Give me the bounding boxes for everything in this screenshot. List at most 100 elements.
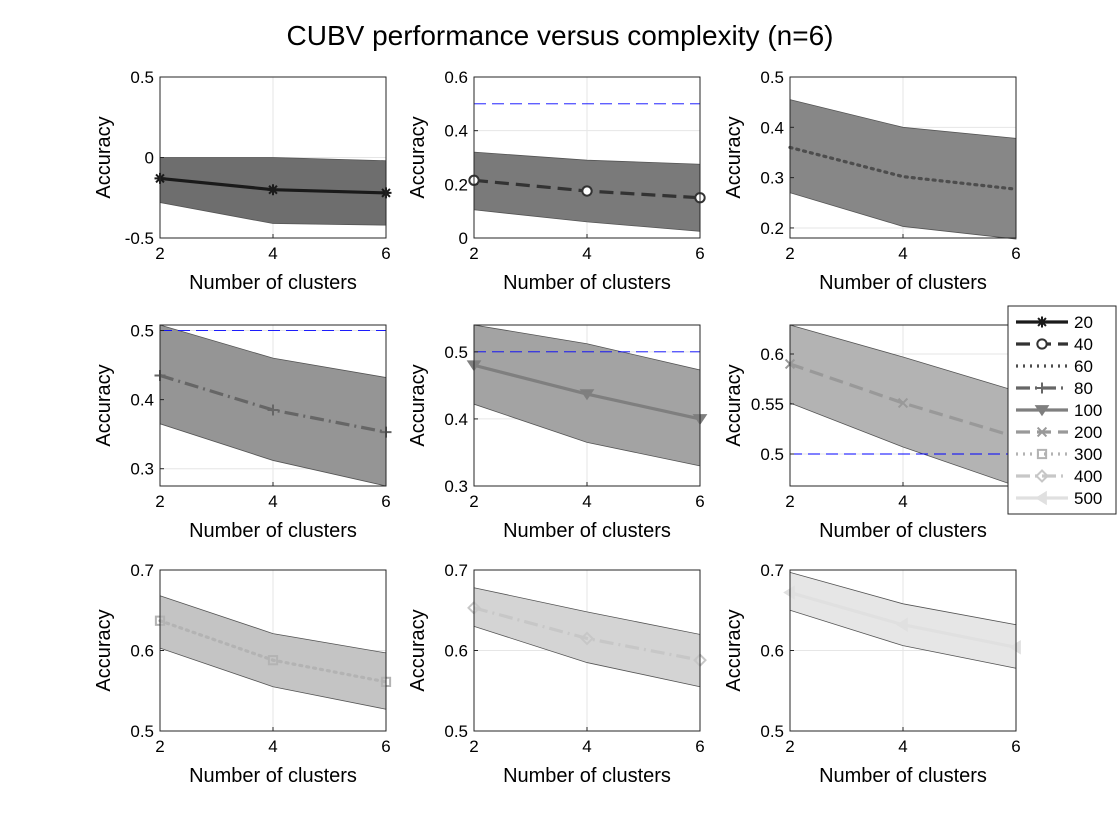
subplot-grid: 2 4 6 -0.5 0 0.5 Number of clusters Accuracy 2 4 6… <box>93 68 1022 787</box>
y-tick-label: 0.7 <box>444 561 468 580</box>
y-tick-label: 0.55 <box>751 395 784 414</box>
legend-marker <box>1036 426 1048 438</box>
y-tick-label: 0.5 <box>130 722 154 741</box>
legend-marker <box>1036 338 1048 350</box>
y-axis-label: Accuracy <box>407 609 429 691</box>
x-axis-label: Number of clusters <box>189 272 357 294</box>
y-tick-label: 0.3 <box>444 477 468 496</box>
x-axis-label: Number of clusters <box>503 272 671 294</box>
series-line-60 <box>788 145 1018 191</box>
x-tick-label: 2 <box>155 244 164 263</box>
data-point-marker <box>1009 639 1021 655</box>
figure-title: CUBV performance versus complexity (n=6) <box>287 20 834 51</box>
x-tick-label: 6 <box>695 492 704 511</box>
legend-entry-20: 20 <box>1016 313 1093 332</box>
legend-entry-200: 200 <box>1016 423 1102 442</box>
y-tick-label: 0.5 <box>130 68 154 87</box>
x-tick-label: 2 <box>155 737 164 756</box>
x-tick-label: 4 <box>582 737 591 756</box>
y-tick-label: 0.6 <box>444 68 468 87</box>
legend-marker <box>1036 316 1048 328</box>
legend-label: 20 <box>1074 313 1093 332</box>
legend-label: 300 <box>1074 445 1102 464</box>
x-tick-label: 2 <box>785 737 794 756</box>
legend-entry-100: 100 <box>1016 401 1102 420</box>
legend-label: 500 <box>1074 489 1102 508</box>
subplot-80: 2 4 6 0.3 0.4 0.5 Number of clusters Accuracy <box>93 322 392 542</box>
y-tick-label: 0.6 <box>760 642 784 661</box>
y-tick-label: 0.6 <box>130 642 154 661</box>
x-tick-label: 2 <box>785 244 794 263</box>
x-tick-label: 2 <box>469 737 478 756</box>
series-line-400 <box>473 606 701 662</box>
legend-label: 40 <box>1074 335 1093 354</box>
legend-marker <box>1035 490 1047 506</box>
data-point-marker <box>897 397 909 409</box>
y-tick-label: 0.5 <box>760 722 784 741</box>
x-tick-label: 6 <box>695 737 704 756</box>
y-tick-label: 0.4 <box>444 410 468 429</box>
x-tick-label: 2 <box>155 492 164 511</box>
data-point-marker <box>267 184 279 196</box>
legend-label: 400 <box>1074 467 1102 486</box>
x-axis-label: Number of clusters <box>503 520 671 542</box>
y-tick-label: 0 <box>145 149 154 168</box>
series-line-200 <box>789 362 1017 439</box>
y-tick-label: 0.2 <box>444 175 468 194</box>
y-tick-label: 0.5 <box>760 68 784 87</box>
y-axis-label: Accuracy <box>723 364 745 446</box>
legend-marker <box>1035 469 1049 483</box>
legend-marker <box>1036 382 1048 394</box>
x-tick-label: 4 <box>898 244 907 263</box>
y-tick-label: 0.5 <box>760 445 784 464</box>
x-tick-label: 4 <box>268 492 277 511</box>
subplot-400: 2 4 6 0.5 0.6 0.7 Number of clusters Accuracy <box>407 561 707 787</box>
subplot-20: 2 4 6 -0.5 0 0.5 Number of clusters Accuracy <box>93 68 392 294</box>
y-tick-label: 0.5 <box>444 343 468 362</box>
y-tick-label: 0.5 <box>130 322 154 341</box>
y-tick-label: 0.7 <box>130 561 154 580</box>
y-tick-label: 0.3 <box>130 460 154 479</box>
series-line-80 <box>159 373 387 434</box>
x-tick-label: 4 <box>268 244 277 263</box>
legend-entry-300: 300 <box>1016 445 1102 464</box>
x-tick-label: 2 <box>469 492 478 511</box>
subplot-100: 2 4 6 0.3 0.4 0.5 Number of clusters Accuracy <box>407 324 708 542</box>
legend-entry-80: 80 <box>1016 379 1093 398</box>
legend-label: 60 <box>1074 357 1093 376</box>
y-tick-label: 0.3 <box>760 169 784 188</box>
subplot-40: 2 4 6 0 0.2 0.4 0.6 Number of clusters Accuracy <box>407 68 706 294</box>
legend: 20 40 60 80 100 200 300 400 500 <box>1007 305 1117 515</box>
legend-entry-400: 400 <box>1016 467 1102 486</box>
y-axis-label: Accuracy <box>407 364 429 446</box>
x-axis-label: Number of clusters <box>819 520 987 542</box>
y-axis-label: Accuracy <box>723 116 745 198</box>
subplot-500: 2 4 6 0.5 0.6 0.7 Number of clusters Accuracy <box>723 561 1021 787</box>
legend-entry-40: 40 <box>1016 335 1093 354</box>
y-tick-label: 0.4 <box>130 391 154 410</box>
x-tick-label: 6 <box>381 244 390 263</box>
x-tick-label: 6 <box>1011 244 1020 263</box>
y-tick-label: -0.5 <box>125 229 154 248</box>
y-axis-label: Accuracy <box>93 609 115 691</box>
legend-label: 200 <box>1074 423 1102 442</box>
y-tick-label: 0.2 <box>760 219 784 238</box>
legend-marker <box>1036 448 1048 460</box>
x-tick-label: 4 <box>898 737 907 756</box>
series-line-300 <box>158 619 388 684</box>
legend-label: 80 <box>1074 379 1093 398</box>
data-point-marker <box>783 585 795 600</box>
y-tick-label: 0.6 <box>760 345 784 364</box>
y-tick-label: 0.4 <box>444 122 468 141</box>
y-axis-label: Accuracy <box>723 609 745 691</box>
y-axis-label: Accuracy <box>93 364 115 446</box>
data-point-marker <box>580 631 594 646</box>
x-tick-label: 2 <box>469 244 478 263</box>
y-tick-label: 0 <box>459 229 468 248</box>
data-point-marker <box>581 185 593 197</box>
subplot-60: 2 4 6 0.2 0.3 0.4 0.5 Number of clusters Accurac… <box>723 68 1021 294</box>
legend-entry-500: 500 <box>1016 489 1102 508</box>
x-tick-label: 6 <box>695 244 704 263</box>
x-axis-label: Number of clusters <box>503 765 671 787</box>
